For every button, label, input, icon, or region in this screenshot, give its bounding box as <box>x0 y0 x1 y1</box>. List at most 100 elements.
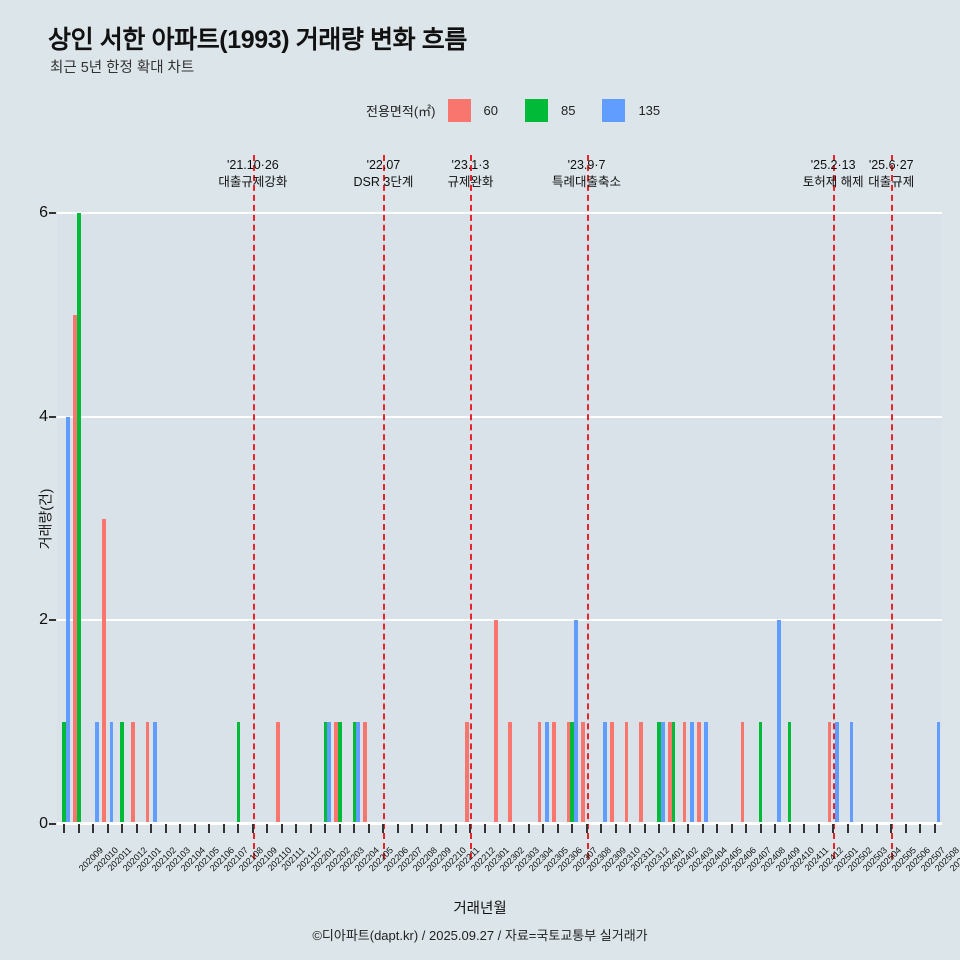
event-annotation: '23.9·7 특례대출축소 <box>552 157 621 191</box>
x-tick-mark <box>890 824 893 833</box>
event-text: DSR 3단계 <box>353 175 414 189</box>
bar[interactable] <box>602 722 607 824</box>
bar[interactable] <box>145 722 150 824</box>
bar[interactable] <box>624 722 629 824</box>
bar[interactable] <box>682 722 687 824</box>
x-tick-mark <box>92 824 95 833</box>
bar[interactable] <box>697 722 701 824</box>
bar[interactable] <box>668 722 672 824</box>
legend-item-85[interactable]: 85 <box>524 99 602 122</box>
bar[interactable] <box>236 722 241 824</box>
bar[interactable] <box>338 722 342 824</box>
y-tick-label: 2 <box>39 611 48 629</box>
event-text: 특례대출축소 <box>552 175 622 189</box>
event-marker-line <box>383 155 386 859</box>
x-tick-mark <box>861 824 864 833</box>
bar[interactable] <box>352 722 357 824</box>
legend-item-60[interactable]: 60 <box>447 99 525 122</box>
x-tick-mark <box>164 824 167 833</box>
bar[interactable] <box>62 722 67 824</box>
bar[interactable] <box>552 722 556 824</box>
bar[interactable] <box>323 722 328 824</box>
y-tick-label: 0 <box>39 815 48 832</box>
x-tick-mark <box>919 824 922 833</box>
bar[interactable] <box>131 722 135 824</box>
event-text: 대출규제강화 <box>218 175 288 189</box>
bar[interactable] <box>537 722 542 824</box>
bar[interactable] <box>776 620 781 824</box>
page-subtitle: 최근 5년 한정 확대 차트 <box>50 60 195 76</box>
bar[interactable] <box>544 722 549 824</box>
x-tick-mark <box>251 824 254 833</box>
bar[interactable] <box>95 722 99 824</box>
event-text: 토허제 해제 <box>802 175 864 189</box>
bar[interactable] <box>740 722 745 824</box>
bar[interactable] <box>73 314 77 824</box>
bar[interactable] <box>581 722 585 824</box>
bar[interactable] <box>689 722 694 824</box>
bar[interactable] <box>363 722 368 824</box>
bar[interactable] <box>936 722 941 824</box>
bar[interactable] <box>660 722 665 824</box>
legend-label-85: 85 <box>560 103 576 118</box>
bar[interactable] <box>657 722 661 824</box>
bar[interactable] <box>671 722 676 824</box>
bar[interactable] <box>573 620 578 824</box>
x-axis-baseline <box>57 822 942 824</box>
bar[interactable] <box>758 722 763 824</box>
bar[interactable] <box>787 722 792 824</box>
bar[interactable] <box>464 722 469 824</box>
bar[interactable] <box>66 416 70 824</box>
x-tick-mark <box>817 824 820 833</box>
bar[interactable] <box>153 722 157 824</box>
x-tick-mark <box>396 824 399 833</box>
x-tick-mark <box>150 824 153 833</box>
bar[interactable] <box>276 722 281 824</box>
x-tick-mark <box>237 824 240 833</box>
bar[interactable] <box>120 722 125 824</box>
y-tick-label: 4 <box>39 407 48 425</box>
bar[interactable] <box>566 722 571 824</box>
bar[interactable] <box>493 620 498 824</box>
bar[interactable] <box>327 722 331 824</box>
x-tick-mark <box>498 824 501 833</box>
x-tick-mark <box>77 824 80 833</box>
bar[interactable] <box>827 722 832 824</box>
event-date: '23.9·7 <box>567 158 606 172</box>
event-marker-line <box>891 155 894 859</box>
event-date: '25.6·27 <box>868 158 914 172</box>
bar[interactable] <box>835 722 839 824</box>
gridline <box>57 619 942 622</box>
x-tick-mark <box>658 824 661 833</box>
event-text: 규제완화 <box>447 175 494 189</box>
bar[interactable] <box>334 722 339 824</box>
bar[interactable] <box>570 722 574 824</box>
bar[interactable] <box>639 722 643 824</box>
bar[interactable] <box>704 722 709 824</box>
x-tick-mark <box>513 824 515 833</box>
x-tick-mark <box>469 824 472 833</box>
x-tick-mark <box>266 824 269 833</box>
bar[interactable] <box>610 722 614 824</box>
footer-credit: ©디아파트(dapt.kr) / 2025.09.27 / 자료=국토교통부 실… <box>312 928 648 943</box>
x-axis-label: 거래년월 <box>453 901 507 917</box>
event-marker-line <box>470 155 473 859</box>
legend-swatch-85 <box>524 99 548 122</box>
bar[interactable] <box>356 722 360 824</box>
gridline <box>57 212 942 214</box>
bar[interactable] <box>849 722 854 824</box>
legend-item-135[interactable]: 135 <box>602 99 687 122</box>
bar[interactable] <box>109 722 114 824</box>
x-tick-mark <box>440 824 443 833</box>
x-tick-mark <box>454 824 457 833</box>
bar[interactable] <box>508 722 513 824</box>
x-tick-mark <box>846 824 849 833</box>
legend: 전용면적(㎡) 60 85 135 <box>366 99 687 122</box>
x-tick-mark <box>687 824 690 833</box>
bar[interactable] <box>76 213 81 824</box>
x-tick-mark <box>121 824 124 833</box>
x-tick-mark <box>614 824 617 833</box>
bar[interactable] <box>102 518 106 824</box>
x-tick-mark <box>803 824 806 833</box>
